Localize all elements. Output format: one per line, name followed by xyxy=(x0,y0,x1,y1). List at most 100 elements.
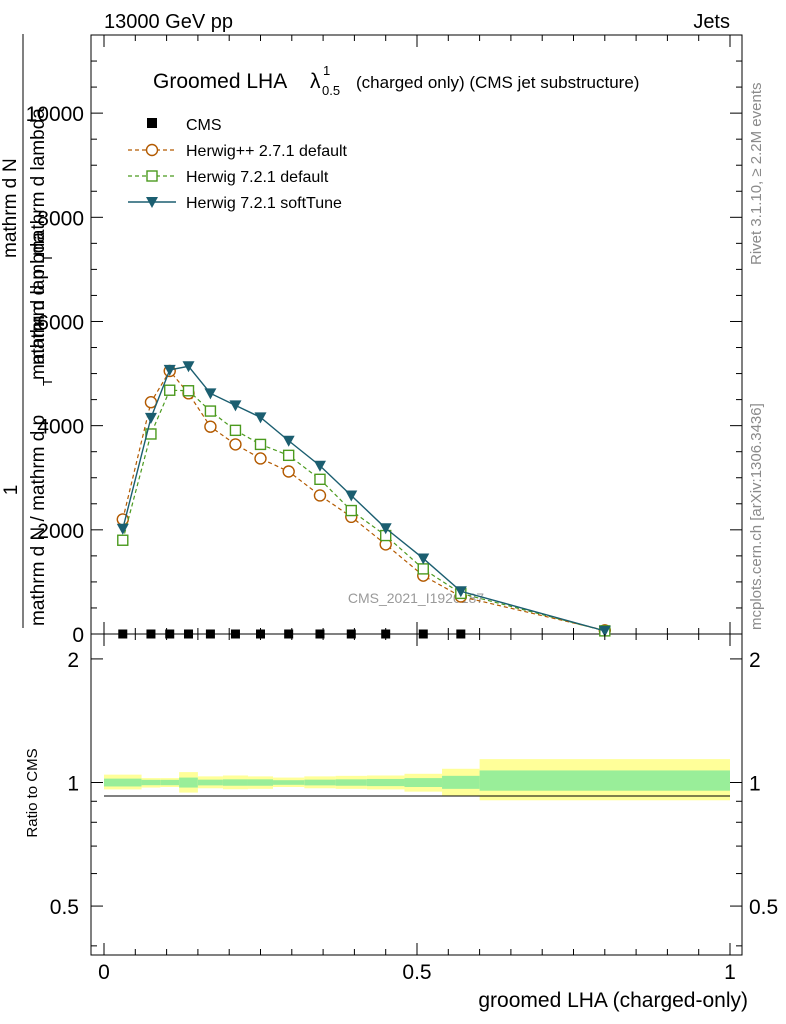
legend-entry-cms: CMS xyxy=(147,117,222,134)
title-suffix: (charged only) (CMS jet substructure) xyxy=(356,73,639,92)
header-right-label: Jets xyxy=(693,11,730,33)
ratio-y-axis-label: Ratio to CMS xyxy=(24,748,41,837)
ratio-band-inner xyxy=(335,779,367,786)
ratio-x-axis: 0 0.5 1 xyxy=(98,634,736,984)
ratio-bands xyxy=(104,759,730,801)
y-label-dn-fraction: mathrm d xyxy=(0,178,21,258)
main-y-axis: 0 2000 4000 6000 8000 10000 xyxy=(26,34,742,647)
legend-entry-herwig7-softtune: Herwig 7.2.1 softTune xyxy=(128,195,342,212)
cms-point xyxy=(146,629,156,639)
svg-text:Groomed LHA: Groomed LHA xyxy=(153,70,287,93)
ratio-x-tick-label: 0.5 xyxy=(402,961,431,984)
legend: CMS Herwig++ 2.7.1 default Herwig 7.2.1 … xyxy=(128,117,348,212)
rivet-version-label: Rivet 3.1.10, ≥ 2.2M events xyxy=(748,83,765,266)
title-subscript: 0.5 xyxy=(322,83,340,98)
title-symbol: λ xyxy=(310,70,321,93)
herwigpp-point xyxy=(144,396,158,409)
herwig7-softtune-point xyxy=(163,364,176,376)
herwig7-softtune-point xyxy=(379,523,392,535)
x-axis-label: groomed LHA (charged-only) xyxy=(478,989,748,1012)
herwig7-default-point xyxy=(282,449,295,462)
ratio-band-inner xyxy=(304,779,336,786)
y-label-long2: mathrm d p xyxy=(28,269,49,365)
y-label-dn-n: N xyxy=(0,158,21,172)
title-superscript: 1 xyxy=(323,63,330,78)
legend-label-herwig7-softtune: Herwig 7.2.1 softTune xyxy=(186,195,342,212)
legend-marker-herwig7-default xyxy=(146,170,158,182)
ratio-band-inner xyxy=(197,779,223,786)
ratio-band-inner xyxy=(404,778,443,788)
y-label-long2-tail: mathrm d lambda xyxy=(28,108,49,256)
y-label-one: 1 xyxy=(1,485,22,496)
series-3 xyxy=(116,361,611,637)
herwig7-softtune-point xyxy=(144,412,157,424)
legend-label-cms: CMS xyxy=(186,117,222,134)
cms-point xyxy=(284,629,294,639)
herwig7-default-point xyxy=(417,563,429,575)
header-left-label: 13000 GeV pp xyxy=(104,11,233,33)
herwig7-default-point xyxy=(164,384,176,396)
herwigpp-point xyxy=(282,465,295,478)
cms-point xyxy=(418,629,428,639)
ratio-x-tick-label: 1 xyxy=(724,961,736,984)
plot-title: Groomed LHA λ 1 0.5 (charged only) (CMS … xyxy=(153,63,639,98)
main-y-tick-label: 4000 xyxy=(37,416,84,439)
legend-marker-herwigpp xyxy=(145,143,159,157)
ratio-y-tick-label-left: 0.5 xyxy=(50,896,79,919)
y-label-long-sub: T xyxy=(40,378,55,386)
watermark-label: CMS_2021_I1920187 xyxy=(348,590,484,606)
herwig7-default-point xyxy=(117,534,129,546)
herwig7-default-point xyxy=(314,473,326,486)
main-y-tick-label: 8000 xyxy=(37,207,84,230)
cms-point xyxy=(315,629,325,639)
y-label-long2-sub: T xyxy=(40,254,55,262)
legend-label-herwigpp: Herwig++ 2.7.1 default xyxy=(186,143,348,160)
herwig7-softtune-point xyxy=(116,523,129,535)
herwig7-softtune-point xyxy=(454,586,467,598)
cms-point xyxy=(165,629,175,639)
ratio-y-axis: 0.5 0.5 1 1 2 2 xyxy=(50,649,778,947)
main-y-tick-label: 2000 xyxy=(37,520,84,543)
ratio-band-inner xyxy=(104,778,142,787)
legend-label-herwig7-default: Herwig 7.2.1 default xyxy=(186,169,329,186)
herwig7-default-point xyxy=(229,424,242,437)
title-main: Groomed LHA xyxy=(153,70,287,93)
ratio-band-inner xyxy=(160,779,180,786)
herwig7-softtune-point xyxy=(182,361,195,373)
legend-marker-cms xyxy=(147,118,157,128)
ratio-band-inner xyxy=(222,779,248,786)
legend-entry-herwigpp: Herwig++ 2.7.1 default xyxy=(128,143,348,160)
main-y-tick-label: 10000 xyxy=(26,103,84,126)
ratio-band-inner xyxy=(273,780,305,785)
series-layer xyxy=(104,361,611,639)
ratio-y-tick-label-left: 1 xyxy=(67,772,79,795)
herwig7-softtune-point xyxy=(417,553,430,565)
main-y-tick-label: 0 xyxy=(72,624,84,647)
herwigpp-point xyxy=(204,420,217,433)
herwig7-default-point xyxy=(254,438,267,451)
legend-entry-herwig7-default: Herwig 7.2.1 default xyxy=(128,169,329,186)
ratio-x-tick-label: 0 xyxy=(98,961,110,984)
herwigpp-point xyxy=(229,438,242,451)
cms-point xyxy=(184,629,194,639)
main-y-tick-label: 6000 xyxy=(37,311,84,334)
ratio-band-inner xyxy=(141,779,161,786)
ratio-y-tick-label-right: 2 xyxy=(749,649,761,672)
herwigpp-point xyxy=(254,452,267,465)
ratio-band-inner xyxy=(366,778,405,787)
herwigpp-point xyxy=(313,489,327,502)
y-label-long-tail: mathrm d lambda xyxy=(28,232,49,380)
herwig7-softtune-point xyxy=(204,388,217,400)
herwig7-softtune-point xyxy=(254,412,267,424)
herwig7-softtune-point xyxy=(345,490,358,502)
ratio-band-inner xyxy=(442,775,480,789)
ratio-y-tick-label-right: 0.5 xyxy=(749,896,778,919)
herwig7-softtune-point xyxy=(313,460,326,472)
cms-point xyxy=(456,629,466,639)
ratio-band-inner xyxy=(179,777,198,788)
y-label-long: mathrm d N / mathrm d p xyxy=(28,415,49,626)
ratio-band-inner xyxy=(479,770,730,791)
legend-marker-herwig7-softtune xyxy=(146,197,158,208)
herwig7-softtune-point xyxy=(598,625,611,637)
